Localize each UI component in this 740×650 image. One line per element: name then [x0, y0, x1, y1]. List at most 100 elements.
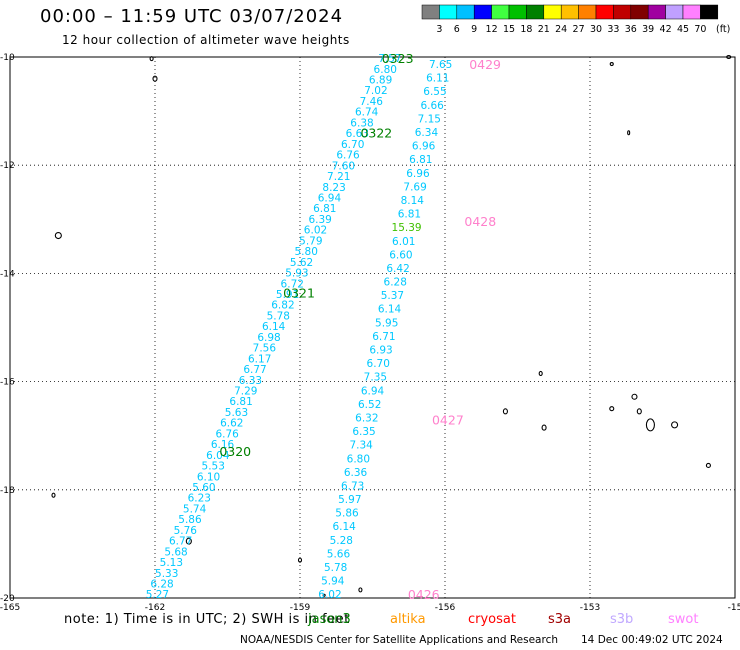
wave-height-value: 5.60 [192, 482, 215, 494]
wave-height-value: 6.81 [229, 396, 252, 408]
y-tick-label: -10 [0, 53, 15, 63]
wave-height-value: 6.63 [346, 128, 369, 140]
y-tick-label: -12 [0, 161, 15, 171]
wave-height-value: 6.28 [150, 578, 173, 590]
y-tick-label: -16 [0, 378, 15, 388]
wave-height-value: 5.91 [276, 289, 299, 301]
island-outline [51, 492, 56, 498]
wave-height-value: 7.65 [429, 59, 452, 71]
island-outline [358, 587, 363, 593]
wave-height-value: 5.95 [375, 317, 398, 329]
wave-height-value: 6.76 [336, 150, 360, 162]
island-outline [631, 393, 638, 400]
wave-height-value: 6.74 [355, 107, 379, 119]
pass-time-label: 0323 [382, 51, 414, 66]
wave-height-value: 5.80 [295, 246, 318, 258]
satellite-label-s3a: s3a [548, 612, 572, 627]
wave-height-value: 6.80 [374, 64, 397, 76]
wave-height-value: 5.93 [285, 268, 308, 280]
wave-height-value: 6.76 [215, 428, 239, 440]
wave-height-value: 6.02 [304, 225, 327, 237]
legend-label: 36 [625, 24, 637, 35]
island-outline [705, 462, 711, 469]
island-outline [502, 408, 508, 415]
wave-height-value: 5.97 [338, 494, 361, 506]
credit-text: NOAA/NESDIS Center for Satellite Applica… [240, 634, 558, 646]
wave-height-value: 6.94 [361, 385, 385, 397]
wave-height-value: 6.10 [197, 471, 220, 483]
wave-height-value: 5.74 [183, 503, 207, 515]
island-outline [609, 406, 615, 412]
wave-height-value: 6.11 [426, 73, 449, 85]
wave-height-value: 6.81 [409, 154, 432, 166]
legend-unit: (ft) [716, 24, 730, 35]
island-outline [627, 130, 631, 136]
wave-height-value: 6.80 [347, 453, 370, 465]
pass-time-label: 0322 [360, 126, 392, 141]
satellite-label-altika: altika [390, 612, 426, 627]
wave-height-value: 6.98 [257, 332, 280, 344]
wave-height-value: 5.94 [321, 576, 345, 588]
wave-height-value: 5.13 [160, 557, 183, 569]
legend-label: 9 [471, 24, 477, 35]
wave-height-value: 8.14 [401, 195, 425, 207]
wave-height-value: 7.34 [349, 440, 373, 452]
legend-label: 30 [590, 24, 602, 35]
map-grid [10, 57, 735, 598]
wave-height-value: 5.79 [299, 235, 322, 247]
wave-height-value: 5.86 [335, 508, 359, 520]
wave-height-value: 6.94 [318, 192, 342, 204]
wave-height-value: 6.42 [386, 263, 409, 275]
wave-height-value: 6.82 [271, 300, 294, 312]
wave-height-value: 6.89 [369, 75, 392, 87]
wave-height-value: 6.14 [378, 304, 402, 316]
wave-height-value: 6.70 [367, 358, 390, 370]
wave-height-value: 7.02 [364, 85, 387, 97]
legend-label: 21 [538, 24, 550, 35]
wave-height-value: 6.38 [350, 117, 373, 129]
wave-height-value: 6.55 [423, 86, 446, 98]
wave-height-value: 6.81 [398, 209, 421, 221]
wave-height-value: 6.66 [420, 100, 444, 112]
x-tick-label: -162 [145, 603, 165, 613]
legend-label: 27 [573, 24, 585, 35]
island-outline [671, 421, 679, 429]
legend-label: 18 [520, 24, 532, 35]
wave-height-value: 15.39 [392, 222, 422, 234]
wave-height-value: 5.28 [330, 535, 353, 547]
wave-height-value: 6.60 [389, 249, 412, 261]
wave-height-value: 6.73 [341, 480, 364, 492]
wave-height-value: 5.62 [290, 257, 313, 269]
wave-height-value: 5.86 [178, 514, 202, 526]
legend-label: 42 [660, 24, 672, 35]
wave-height-value: 7.60 [332, 160, 355, 172]
wave-height-value: 6.96 [406, 168, 430, 180]
satellite-label-swot: swot [668, 612, 699, 627]
pass-time-label: 0426 [408, 587, 440, 602]
wave-height-value: 6.81 [313, 203, 336, 215]
y-tick-label: -18 [0, 486, 15, 496]
x-tick-label: -165 [0, 603, 20, 613]
island-outline [185, 537, 192, 545]
wave-height-value: 7.46 [360, 96, 384, 108]
legend-label: 70 [694, 24, 706, 35]
island-outline [726, 54, 732, 60]
wave-height-value: 6.16 [211, 439, 235, 451]
wave-height-value: 6.33 [239, 375, 262, 387]
wave-height-value: 5.37 [381, 290, 404, 302]
wave-height-value: 5.63 [225, 407, 248, 419]
wave-height-value: 6.04 [206, 450, 230, 462]
x-tick-label: -156 [435, 603, 456, 613]
legend-label: 33 [607, 24, 619, 35]
footer-note: note: 1) Time is in UTC; 2) SWH is in fe… [64, 612, 350, 627]
island-outline [645, 418, 655, 432]
wave-height-value: 6.72 [281, 278, 304, 290]
island-outline [322, 593, 326, 597]
island-outline [54, 231, 62, 240]
y-tick-label: -20 [0, 594, 15, 604]
wave-height-value: 7.21 [327, 171, 350, 183]
wave-height-value: 6.52 [358, 399, 381, 411]
altimeter-track: 7.576.806.897.027.466.746.386.636.706.76… [146, 53, 402, 601]
legend-label: 24 [555, 24, 567, 35]
satellite-label-jason3: jason3 [308, 612, 351, 627]
